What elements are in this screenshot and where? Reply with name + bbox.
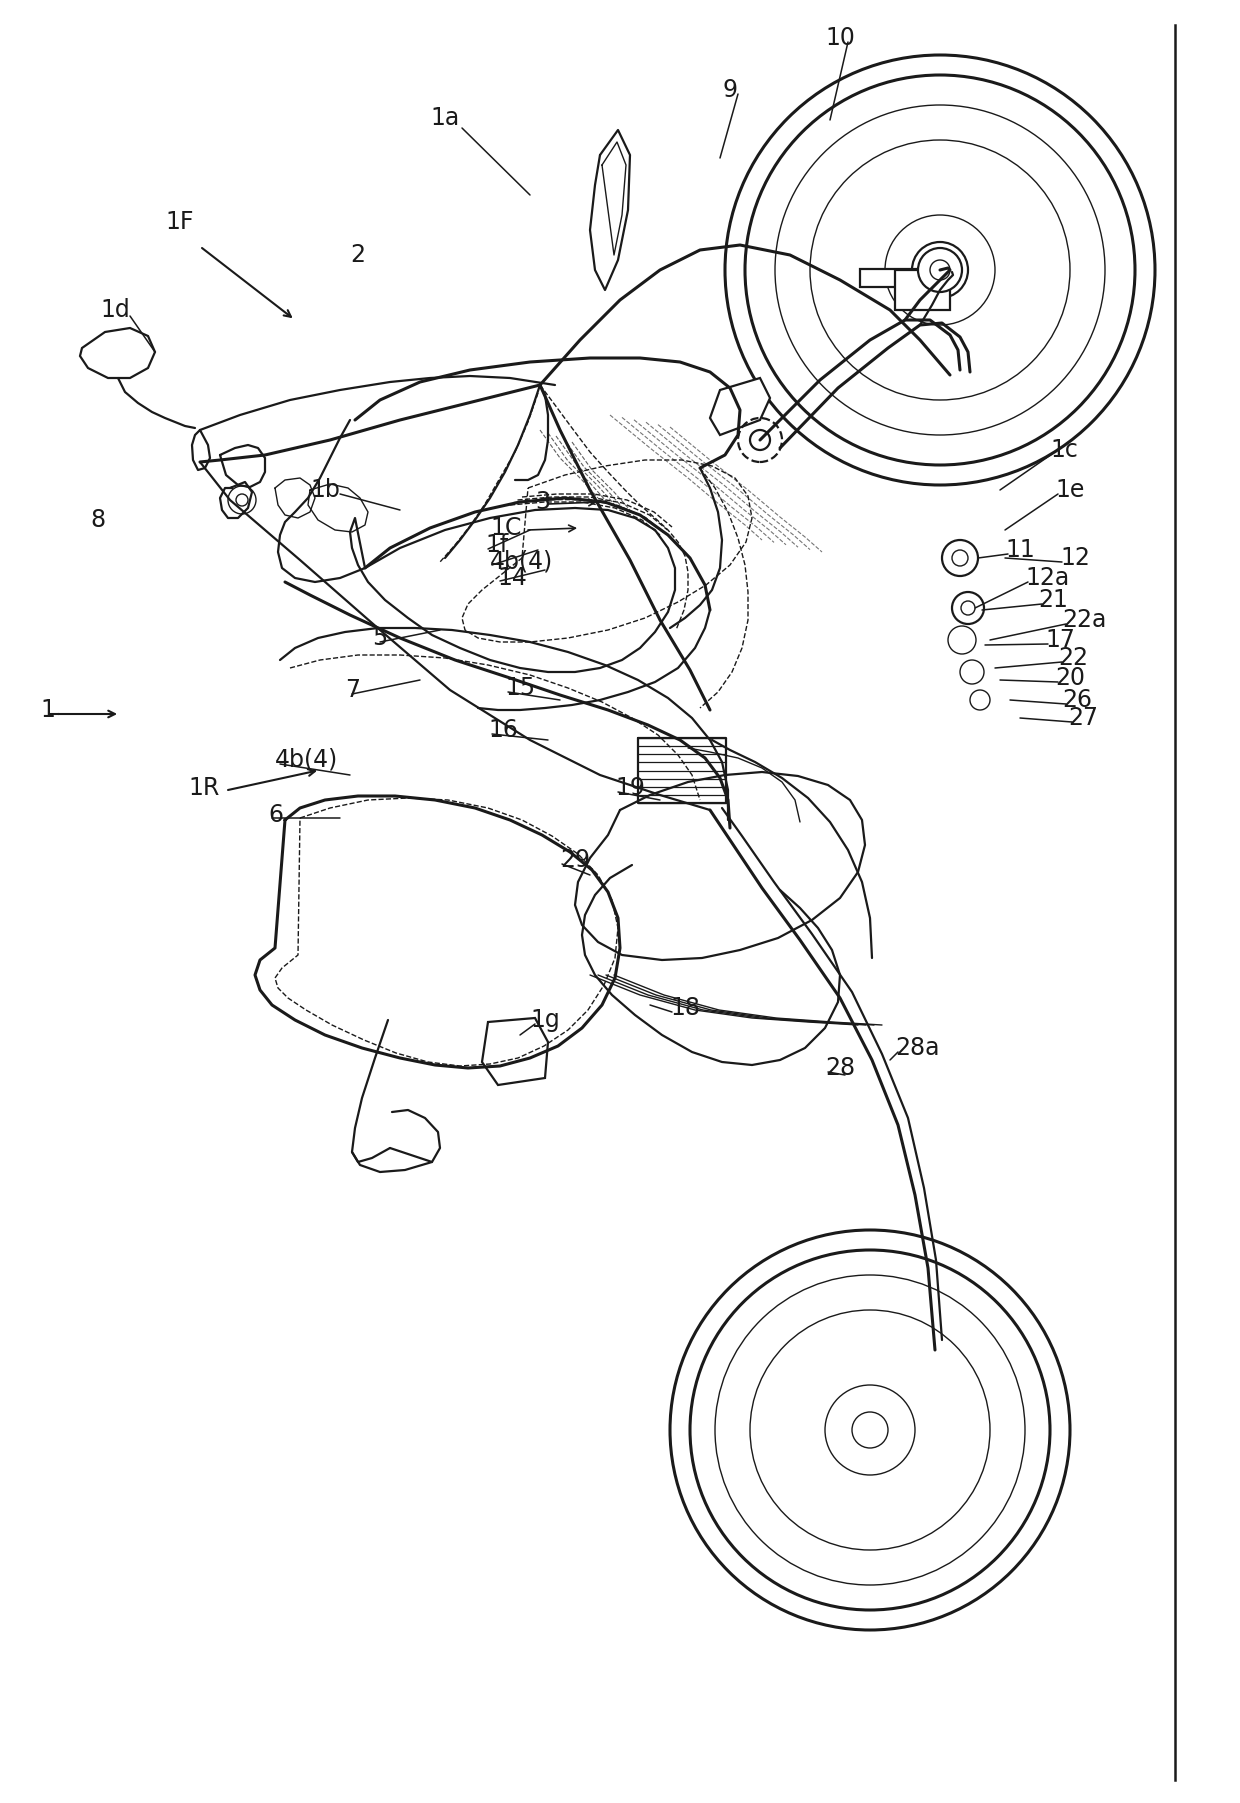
Circle shape [918,249,962,292]
Circle shape [930,260,950,279]
Polygon shape [482,1019,548,1085]
Text: 18: 18 [670,995,701,1020]
Circle shape [750,429,770,451]
Circle shape [825,1385,915,1475]
Text: 12: 12 [1060,546,1090,570]
Text: 1e: 1e [1055,478,1084,501]
Text: 9: 9 [723,78,738,103]
Circle shape [961,600,975,615]
Text: 11: 11 [1004,537,1034,563]
Circle shape [952,550,968,566]
Text: 15: 15 [505,676,536,700]
Text: 16: 16 [489,718,518,743]
Text: 29: 29 [560,847,590,873]
Text: 1a: 1a [430,106,459,130]
Text: 4b(4): 4b(4) [275,748,339,772]
Text: 1d: 1d [100,297,130,323]
Text: 1b: 1b [310,478,340,501]
Text: 12a: 12a [1025,566,1069,590]
Text: 3: 3 [534,490,551,514]
Circle shape [885,215,994,325]
Text: 10: 10 [825,25,854,50]
Text: 20: 20 [1055,665,1085,691]
Text: 22a: 22a [1061,608,1106,633]
Text: 5: 5 [372,626,387,651]
Text: 1g: 1g [529,1008,559,1031]
Polygon shape [711,379,770,435]
Circle shape [911,242,968,297]
Circle shape [923,252,959,288]
Text: 21: 21 [1038,588,1068,611]
Text: 1F: 1F [165,209,193,234]
Text: 1C: 1C [490,516,521,541]
Text: 1: 1 [40,698,55,721]
Text: 14: 14 [497,566,527,590]
Text: 27: 27 [1068,707,1097,730]
Text: 1c: 1c [1050,438,1078,462]
Text: 28: 28 [825,1057,856,1080]
Text: 26: 26 [1061,689,1092,712]
Text: 22: 22 [1058,645,1087,671]
Text: 28a: 28a [895,1037,940,1060]
Text: 8: 8 [91,508,105,532]
Circle shape [920,251,960,290]
Circle shape [236,494,248,507]
Circle shape [228,487,255,514]
Polygon shape [81,328,155,379]
Text: 6: 6 [268,802,283,828]
Text: 7: 7 [345,678,360,701]
Circle shape [852,1412,888,1448]
Text: 1R: 1R [188,775,219,801]
FancyArrow shape [861,269,925,287]
Text: 19: 19 [615,775,645,801]
Text: 4b(4): 4b(4) [490,550,553,573]
Text: 2: 2 [350,243,365,267]
Text: 17: 17 [1045,627,1075,653]
Text: 1f: 1f [485,534,508,557]
Bar [895,270,950,310]
